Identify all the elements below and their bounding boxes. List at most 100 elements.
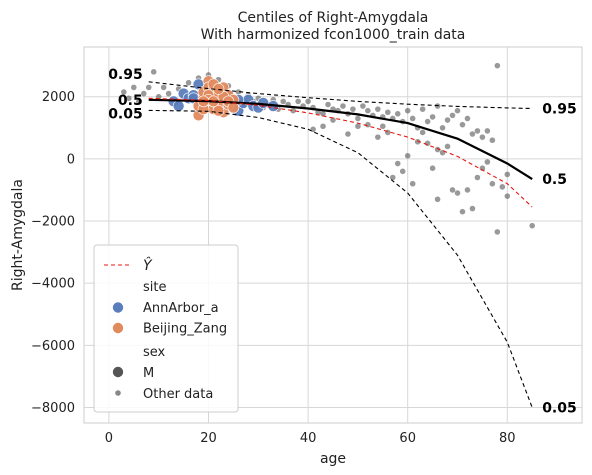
- centile-line-0_5: [148, 98, 533, 181]
- x-tick-label: 0: [105, 431, 113, 446]
- y-tick-label: −4000: [31, 277, 75, 292]
- other-data-point: [469, 205, 476, 212]
- legend-sex-header: sex: [143, 345, 166, 360]
- other-data-point: [464, 115, 471, 122]
- y-axis-label: Right-Amygdala: [10, 179, 26, 291]
- chart-subtitle: With harmonized fcon1000_train data: [201, 27, 466, 43]
- other-data-point: [160, 84, 167, 91]
- legend-yhat-label: Ŷ: [143, 256, 153, 274]
- other-data-point: [484, 128, 491, 134]
- y-tick-label: 2000: [42, 90, 75, 105]
- other-data-point: [429, 114, 436, 120]
- legend-site-label: Beijing_Zang: [143, 322, 227, 337]
- legend-sex-swatch: [112, 366, 124, 378]
- other-data-point: [444, 143, 451, 150]
- other-data-point: [449, 112, 456, 119]
- other-data-point: [504, 171, 511, 178]
- other-data-point: [140, 90, 147, 97]
- centile-label-end: 0.5: [542, 172, 567, 188]
- other-data-point: [424, 118, 431, 125]
- other-data-point: [375, 106, 381, 112]
- site-data-point: [172, 100, 185, 112]
- y-tick-label: −2000: [31, 215, 75, 230]
- other-data-point: [375, 134, 381, 140]
- other-data-point: [145, 84, 152, 91]
- other-data-point: [414, 138, 421, 145]
- other-data-point: [320, 111, 326, 117]
- other-data-point: [389, 174, 396, 181]
- legend-box: [93, 244, 239, 413]
- legend-sex-label: M: [143, 366, 154, 381]
- other-data-point: [394, 160, 401, 167]
- other-data-point: [404, 152, 411, 159]
- other-data-point: [350, 106, 356, 112]
- other-data-point: [529, 222, 535, 229]
- other-data-point: [494, 229, 501, 235]
- centile-line-0_95: [148, 81, 533, 110]
- other-data-point: [325, 101, 331, 108]
- other-data-point: [135, 98, 142, 105]
- x-tick-label: 80: [499, 431, 516, 446]
- other-data-point: [340, 103, 346, 109]
- other-data-point: [479, 134, 486, 140]
- plot-content: [121, 62, 535, 408]
- other-data-point: [494, 62, 501, 69]
- other-data-point: [439, 124, 446, 131]
- other-data-point: [474, 174, 481, 181]
- other-data-point: [409, 115, 416, 122]
- other-data-point: [419, 106, 426, 112]
- other-data-point: [459, 208, 466, 215]
- legend-site-swatch: [112, 302, 124, 313]
- other-data-point: [360, 103, 366, 109]
- centile-label-end: 0.95: [542, 102, 577, 118]
- y-tick-label: 0: [67, 152, 75, 167]
- other-data-point: [459, 121, 466, 128]
- other-data-point: [165, 90, 172, 97]
- other-data-point: [345, 131, 351, 137]
- other-data-point: [131, 84, 137, 91]
- other-data-point: [320, 123, 326, 130]
- other-data-point: [355, 123, 361, 130]
- other-data-point: [504, 193, 511, 199]
- other-data-point: [454, 190, 461, 196]
- centile-label-end: 0.05: [542, 400, 577, 416]
- other-data-point: [280, 98, 287, 105]
- other-data-point: [121, 89, 127, 95]
- other-data-point: [126, 95, 132, 102]
- other-data-point: [404, 107, 411, 114]
- other-data-point: [489, 180, 496, 187]
- other-data-point: [295, 98, 301, 105]
- legend-other-swatch: [115, 390, 121, 396]
- other-data-point: [330, 117, 336, 123]
- other-data-point: [454, 107, 461, 114]
- other-data-point: [409, 180, 416, 187]
- other-data-point: [305, 98, 311, 105]
- other-data-point: [484, 159, 491, 165]
- site-data-point: [212, 104, 225, 117]
- other-data-point: [439, 149, 446, 156]
- other-data-point: [469, 131, 476, 137]
- other-data-point: [355, 115, 361, 122]
- centile-label-start: 0.05: [108, 106, 143, 122]
- other-data-point: [434, 146, 441, 153]
- y-tick-label: −6000: [31, 339, 75, 354]
- other-data-point: [489, 137, 496, 144]
- x-tick-label: 60: [399, 431, 416, 446]
- other-data-point: [464, 187, 471, 193]
- other-data-point: [429, 165, 436, 171]
- other-data-point: [380, 123, 386, 130]
- other-data-point: [449, 187, 456, 193]
- chart-title: Centiles of Right-Amygdala: [238, 10, 429, 26]
- legend-site-swatch: [112, 322, 124, 334]
- other-data-point: [365, 107, 371, 114]
- other-data-point: [444, 117, 451, 123]
- x-axis-label: age: [320, 451, 346, 467]
- y-tick-label: −8000: [31, 401, 75, 416]
- other-data-point: [150, 69, 157, 75]
- other-data-point: [394, 111, 401, 117]
- other-data-point: [419, 129, 426, 136]
- other-data-point: [384, 109, 391, 116]
- legend-site-label: AnnArbor_a: [143, 301, 219, 316]
